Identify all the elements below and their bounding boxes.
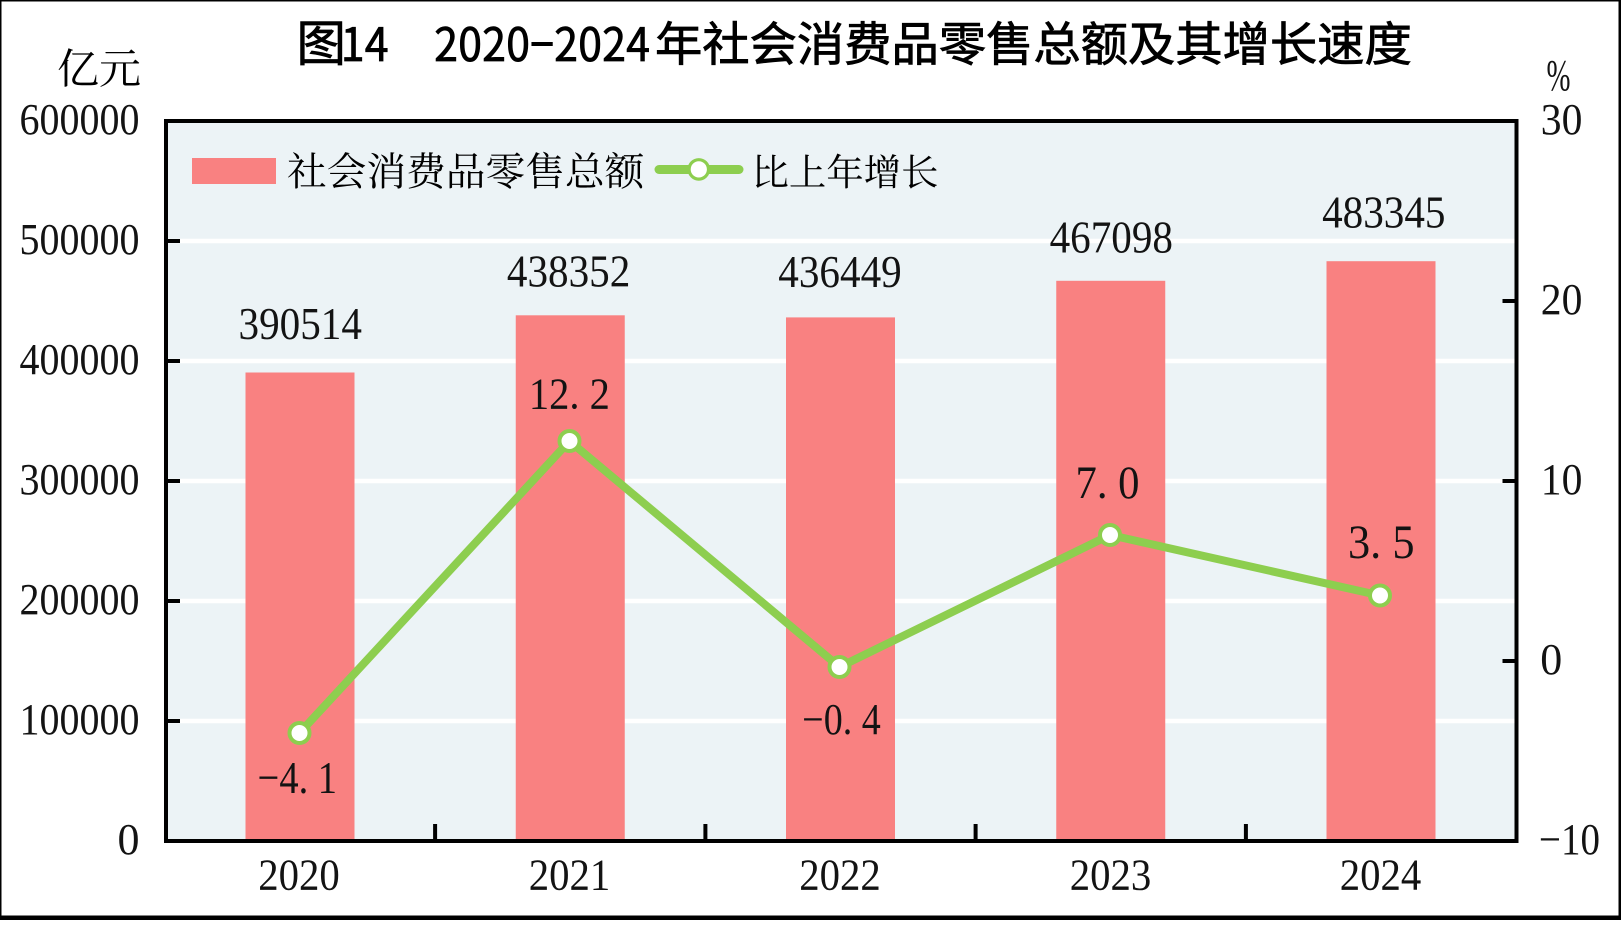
- svg-text:500000: 500000: [20, 215, 140, 264]
- svg-text:600000: 600000: [20, 95, 140, 144]
- svg-text:100000: 100000: [20, 695, 140, 744]
- svg-text:438352: 438352: [507, 247, 630, 297]
- svg-text:2021: 2021: [529, 851, 611, 900]
- svg-text:2023: 2023: [1070, 851, 1152, 900]
- svg-text:3. 5: 3. 5: [1348, 516, 1415, 569]
- svg-text:300000: 300000: [20, 455, 140, 504]
- svg-text:7. 0: 7. 0: [1076, 457, 1140, 509]
- svg-text:0: 0: [118, 815, 140, 864]
- svg-text:20: 20: [1541, 275, 1583, 324]
- svg-text:30: 30: [1541, 95, 1583, 144]
- svg-text:400000: 400000: [20, 335, 140, 384]
- svg-text:−0. 4: −0. 4: [802, 695, 881, 744]
- svg-text:200000: 200000: [20, 575, 140, 624]
- svg-text:10: 10: [1541, 455, 1583, 504]
- svg-text:483345: 483345: [1322, 188, 1445, 238]
- svg-text:2020: 2020: [258, 851, 340, 900]
- svg-text:12. 2: 12. 2: [529, 370, 610, 419]
- svg-text:−4. 1: −4. 1: [258, 752, 337, 803]
- svg-text:2022: 2022: [799, 851, 881, 900]
- svg-text:436449: 436449: [778, 247, 901, 297]
- svg-text:467098: 467098: [1050, 213, 1173, 263]
- svg-text:0: 0: [1540, 635, 1562, 684]
- svg-text:2024: 2024: [1340, 851, 1422, 900]
- svg-text:%: %: [1547, 51, 1571, 100]
- svg-text:390514: 390514: [239, 299, 362, 349]
- svg-text:−10: −10: [1539, 815, 1600, 864]
